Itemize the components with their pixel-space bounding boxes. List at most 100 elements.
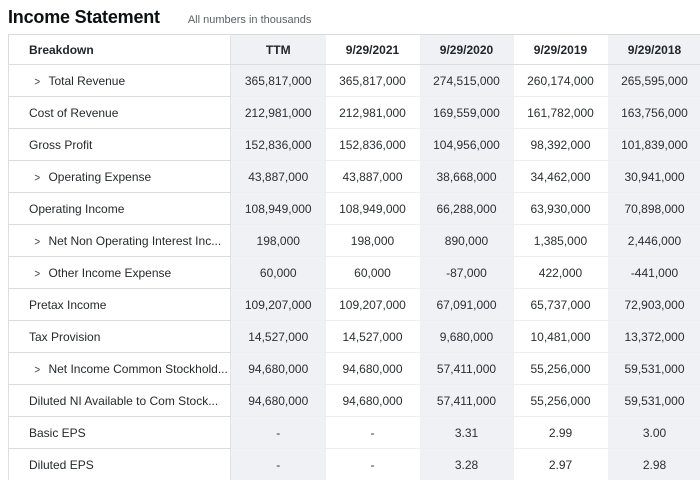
cell-value: 60,000 xyxy=(231,257,326,289)
cell-value: - xyxy=(231,417,326,449)
title-bar: Income Statement All numbers in thousand… xyxy=(0,0,700,34)
row-label[interactable]: > Net Income Common Stockhold... xyxy=(9,353,231,385)
cell-value: 3.28 xyxy=(420,449,514,480)
row-label-text: Operating Expense xyxy=(48,170,151,184)
row-label: Gross Profit xyxy=(9,129,231,161)
cell-value: 101,839,000 xyxy=(608,129,700,161)
table-row: Diluted EPS--3.282.972.98 xyxy=(9,449,700,480)
cell-value: 57,411,000 xyxy=(420,385,514,417)
cell-value: 212,981,000 xyxy=(326,97,420,129)
row-label-text: Gross Profit xyxy=(29,138,92,152)
cell-value: 265,595,000 xyxy=(608,65,700,97)
cell-value: 212,981,000 xyxy=(231,97,326,129)
cell-value: 161,782,000 xyxy=(514,97,608,129)
chevron-right-icon[interactable]: > xyxy=(34,235,40,248)
page-title: Income Statement xyxy=(8,7,160,28)
cell-value: 3.00 xyxy=(608,417,700,449)
cell-value: 365,817,000 xyxy=(231,65,326,97)
cell-value: 890,000 xyxy=(420,225,514,257)
row-label-text: Other Income Expense xyxy=(48,266,171,280)
cell-value: 108,949,000 xyxy=(231,193,326,225)
row-label: Diluted NI Available to Com Stock... xyxy=(9,385,231,417)
row-label-text: Operating Income xyxy=(29,202,124,216)
cell-value: 109,207,000 xyxy=(326,289,420,321)
cell-value: 108,949,000 xyxy=(326,193,420,225)
cell-value: 66,288,000 xyxy=(420,193,514,225)
row-label: Pretax Income xyxy=(9,289,231,321)
cell-value: 70,898,000 xyxy=(608,193,700,225)
table-header-row: Breakdown TTM 9/29/2021 9/29/2020 9/29/2… xyxy=(9,35,700,65)
row-label: Basic EPS xyxy=(9,417,231,449)
row-label[interactable]: > Other Income Expense xyxy=(9,257,231,289)
row-label-text: Net Income Common Stockhold... xyxy=(48,362,227,376)
table-row: Basic EPS--3.312.993.00 xyxy=(9,417,700,449)
row-label-text: Total Revenue xyxy=(48,74,125,88)
row-label[interactable]: > Total Revenue xyxy=(9,65,231,97)
cell-value: 13,372,000 xyxy=(608,321,700,353)
table-row: >Other Income Expense60,00060,000-87,000… xyxy=(9,257,700,289)
cell-value: 365,817,000 xyxy=(326,65,420,97)
chevron-right-icon[interactable]: > xyxy=(34,75,40,88)
row-label-text: Pretax Income xyxy=(29,298,106,312)
cell-value: 72,903,000 xyxy=(608,289,700,321)
cell-value: 43,887,000 xyxy=(231,161,326,193)
table-row: >Net Non Operating Interest Inc... 198,00… xyxy=(9,225,700,257)
cell-value: 260,174,000 xyxy=(514,65,608,97)
row-label-text: Tax Provision xyxy=(29,330,100,344)
column-header-2018: 9/29/2018 xyxy=(608,35,700,65)
chevron-right-icon[interactable]: > xyxy=(34,267,40,280)
row-label: Cost of Revenue xyxy=(9,97,231,129)
cell-value: 60,000 xyxy=(326,257,420,289)
table-row: >Total Revenue365,817,000365,817,000274,… xyxy=(9,65,700,97)
column-header-2021: 9/29/2021 xyxy=(326,35,420,65)
column-header-2019: 9/29/2019 xyxy=(514,35,608,65)
row-label-text: Diluted NI Available to Com Stock... xyxy=(29,394,218,408)
cell-value: 2.97 xyxy=(514,449,608,480)
page-subtitle: All numbers in thousands xyxy=(188,14,312,26)
column-header-breakdown: Breakdown xyxy=(9,35,231,65)
cell-value: 198,000 xyxy=(326,225,420,257)
cell-value: 152,836,000 xyxy=(326,129,420,161)
cell-value: 14,527,000 xyxy=(326,321,420,353)
cell-value: 59,531,000 xyxy=(608,385,700,417)
table-row: Operating Income108,949,000108,949,00066… xyxy=(9,193,700,225)
row-label: Tax Provision xyxy=(9,321,231,353)
cell-value: 98,392,000 xyxy=(514,129,608,161)
cell-value: 152,836,000 xyxy=(231,129,326,161)
income-statement-table: Breakdown TTM 9/29/2021 9/29/2020 9/29/2… xyxy=(8,34,700,480)
cell-value: 67,091,000 xyxy=(420,289,514,321)
income-table-body: >Total Revenue365,817,000365,817,000274,… xyxy=(9,65,700,480)
cell-value: 2.98 xyxy=(608,449,700,480)
cell-value: 94,680,000 xyxy=(326,385,420,417)
cell-value: 169,559,000 xyxy=(420,97,514,129)
table-row: Diluted NI Available to Com Stock... 94,6… xyxy=(9,385,700,417)
chevron-right-icon[interactable]: > xyxy=(34,171,40,184)
column-header-2020: 9/29/2020 xyxy=(420,35,514,65)
cell-value: 38,668,000 xyxy=(420,161,514,193)
cell-value: 30,941,000 xyxy=(608,161,700,193)
table-row: Gross Profit152,836,000152,836,000104,95… xyxy=(9,129,700,161)
cell-value: 104,956,000 xyxy=(420,129,514,161)
cell-value: 2.99 xyxy=(514,417,608,449)
cell-value: 55,256,000 xyxy=(514,353,608,385)
cell-value: 109,207,000 xyxy=(231,289,326,321)
row-label: Diluted EPS xyxy=(9,449,231,480)
row-label: Operating Income xyxy=(9,193,231,225)
cell-value: 3.31 xyxy=(420,417,514,449)
row-label[interactable]: >Net Non Operating Interest Inc... xyxy=(9,225,231,257)
cell-value: 2,446,000 xyxy=(608,225,700,257)
cell-value: 94,680,000 xyxy=(231,353,326,385)
table-row: Pretax Income109,207,000109,207,00067,09… xyxy=(9,289,700,321)
cell-value: - xyxy=(326,417,420,449)
table-row: Tax Provision14,527,00014,527,0009,680,0… xyxy=(9,321,700,353)
cell-value: -441,000 xyxy=(608,257,700,289)
cell-value: 9,680,000 xyxy=(420,321,514,353)
row-label[interactable]: > Operating Expense xyxy=(9,161,231,193)
table-row: Cost of Revenue212,981,000212,981,000169… xyxy=(9,97,700,129)
cell-value: 34,462,000 xyxy=(514,161,608,193)
table-row: >Operating Expense43,887,00043,887,00038… xyxy=(9,161,700,193)
cell-value: 43,887,000 xyxy=(326,161,420,193)
row-label-text: Cost of Revenue xyxy=(29,106,118,120)
chevron-right-icon[interactable]: > xyxy=(34,363,40,376)
cell-value: 14,527,000 xyxy=(231,321,326,353)
